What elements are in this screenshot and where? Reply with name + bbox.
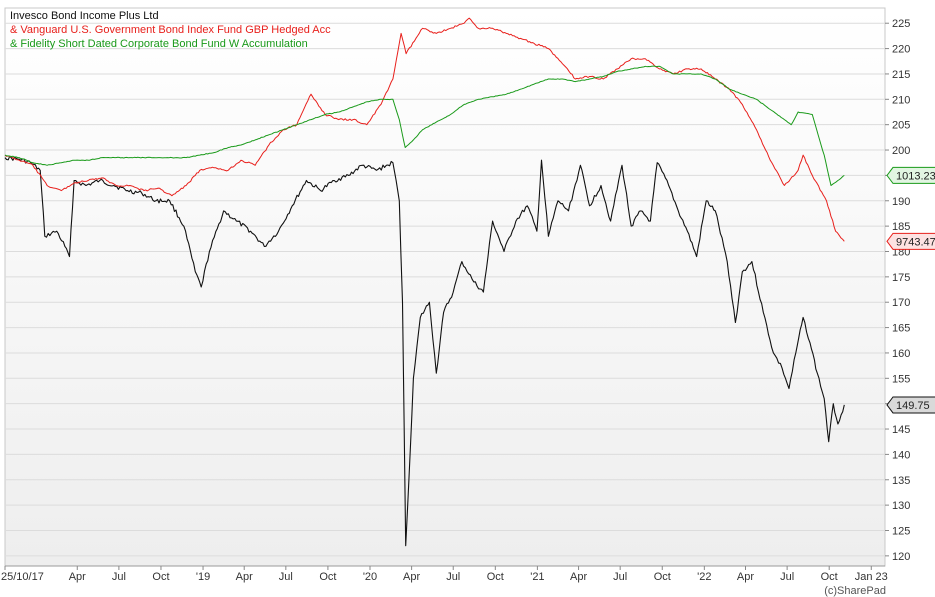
y-tick-label: 145 (892, 424, 910, 436)
y-tick-label: 160 (892, 348, 910, 360)
x-tick-label: Jul (279, 571, 293, 583)
legend-entry-fidelity[interactable]: & Fidelity Short Dated Corporate Bond Fu… (10, 38, 308, 50)
legend-entry-vanguard[interactable]: & Vanguard U.S. Government Bond Index Fu… (10, 24, 331, 36)
y-tick-label: 120 (892, 551, 910, 563)
y-tick-label: 130 (892, 500, 910, 512)
legend: Invesco Bond Income Plus Ltd & Vanguard … (10, 10, 331, 50)
chart-credit: (c)SharePad (824, 585, 886, 597)
series-line-invesco (4, 155, 845, 547)
x-tick-label: '21 (530, 571, 544, 583)
y-tick-label: 215 (892, 69, 910, 81)
series-lines (4, 17, 845, 547)
y-tick-label: 175 (892, 272, 910, 284)
legend-entry-invesco[interactable]: Invesco Bond Income Plus Ltd (10, 10, 159, 22)
y-tick-label: 205 (892, 120, 910, 132)
last-value-tag: 149.75 (886, 396, 935, 414)
x-tick-label: Jan 23 (855, 571, 888, 583)
x-tick-label: '22 (697, 571, 711, 583)
x-tick-label: Jul (112, 571, 126, 583)
y-tick-label: 200 (892, 145, 910, 157)
x-tick-label: 25/10/17 (1, 571, 44, 583)
y-tick-label: 165 (892, 323, 910, 335)
x-tick-label: '19 (196, 571, 210, 583)
last-value-tag: 9743.47 (886, 232, 935, 250)
y-tick-label: 225 (892, 18, 910, 30)
x-tick-label: Jul (780, 571, 794, 583)
x-tick-label: Apr (236, 571, 253, 583)
y-tick-label: 185 (892, 221, 910, 233)
last-value-tag-box (886, 166, 935, 184)
last-value-tag-label: 1013.23 (896, 170, 935, 182)
last-value-tag-box (886, 396, 935, 414)
y-tick-label: 155 (892, 373, 910, 385)
x-tick-label: Oct (152, 571, 169, 583)
x-tick-label: Oct (654, 571, 671, 583)
y-tick-label: 135 (892, 475, 910, 487)
x-tick-label: Jul (446, 571, 460, 583)
series-line-fidelity (4, 65, 845, 186)
y-tick-label: 125 (892, 525, 910, 537)
y-axis: 1201251301351401451501551601651701751801… (885, 18, 910, 563)
x-tick-label: Oct (319, 571, 336, 583)
x-tick-label: Apr (570, 571, 587, 583)
last-value-tag-box (886, 232, 935, 250)
y-tick-label: 140 (892, 449, 910, 461)
x-tick-label: Oct (487, 571, 504, 583)
x-tick-label: Jul (613, 571, 627, 583)
x-tick-label: Oct (821, 571, 838, 583)
x-tick-label: Apr (403, 571, 420, 583)
last-value-tag: 1013.23 (886, 166, 935, 184)
x-tick-label: '20 (363, 571, 377, 583)
last-value-tags: 149.75 9743.47 1013.23 (886, 166, 935, 414)
x-tick-label: Apr (69, 571, 86, 583)
last-value-tag-label: 149.75 (896, 400, 930, 412)
plot-area (4, 7, 886, 567)
y-tick-label: 170 (892, 297, 910, 309)
series-line-vanguard (4, 17, 845, 242)
last-value-tag-label: 9743.47 (896, 236, 935, 248)
x-axis: 25/10/17 Apr Jul Oct '19 Apr Jul Oct '20 Apr Jul Oc… (1, 565, 888, 583)
y-tick-label: 190 (892, 196, 910, 208)
y-tick-label: 220 (892, 44, 910, 56)
gridlines (5, 22, 885, 557)
y-tick-label: 210 (892, 94, 910, 106)
x-tick-label: Apr (737, 571, 754, 583)
